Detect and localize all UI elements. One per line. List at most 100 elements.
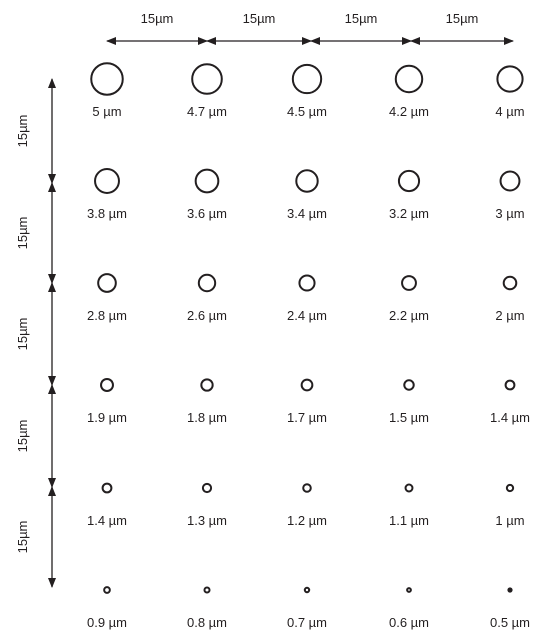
hole-cell: 3 µm (495, 170, 525, 221)
hole-cell: 1.8 µm (187, 378, 227, 425)
vertical-spacing-arrow: 15µm (15, 78, 56, 184)
horizontal-spacing-label: 15µm (446, 11, 479, 26)
hole-cell: 1.4 µm (87, 482, 127, 528)
hole-circle (295, 169, 319, 193)
hole-diameter-label: 3.8 µm (87, 206, 127, 221)
hole-diameter-label: 3 µm (495, 206, 524, 221)
hole-cell: 1.3 µm (187, 482, 227, 528)
hole-cell: 3.4 µm (287, 169, 327, 221)
hole-circle (194, 168, 220, 194)
hole-diameter-label: 2.2 µm (389, 308, 429, 323)
hole-cell: 5 µm (90, 62, 124, 119)
horizontal-spacing-arrow: 15µm (206, 11, 312, 45)
vertical-spacing-arrow: 15µm (15, 282, 56, 386)
hole-cell: 3.8 µm (87, 168, 127, 221)
hole-circle (298, 274, 316, 292)
horizontal-spacing-arrows: 15µm 15µm 15µm 15µm (106, 11, 514, 45)
hole-diameter-label: 4.5 µm (287, 104, 327, 119)
hole-cell: 2.6 µm (187, 273, 227, 323)
hole-circle (502, 275, 518, 291)
hole-circle (197, 273, 217, 293)
hole-circle (403, 379, 415, 391)
hole-diameter-label: 4 µm (495, 104, 524, 119)
horizontal-spacing-label: 15µm (141, 11, 174, 26)
hole-circle (291, 63, 323, 95)
hole-diameter-label: 1.7 µm (287, 410, 327, 425)
hole-cell: 1 µm (495, 483, 525, 528)
hole-circle (200, 378, 214, 392)
hole-circle (499, 170, 521, 192)
hole-diameter-label: 3.2 µm (389, 206, 429, 221)
hole-circle (201, 482, 213, 494)
hole-diameter-label: 1.9 µm (87, 410, 127, 425)
hole-circle (100, 378, 114, 392)
hole-circle (303, 586, 311, 594)
hole-diameter-label: 1 µm (495, 513, 524, 528)
hole-diameter-label: 0.9 µm (87, 615, 127, 630)
hole-diameter-label: 3.6 µm (187, 206, 227, 221)
hole-cell: 1.1 µm (389, 483, 429, 528)
hole-circle (401, 275, 417, 291)
hole-cell: 4.2 µm (389, 64, 429, 119)
hole-cell: 4.5 µm (287, 63, 327, 119)
hole-diameter-label: 1.2 µm (287, 513, 327, 528)
hole-diameter-label: 2.8 µm (87, 308, 127, 323)
vertical-spacing-arrows: 15µm 15µm 15µm 15µm 15µm (15, 78, 56, 588)
hole-diameter-label: 3.4 µm (287, 206, 327, 221)
hole-diameter-label: 1.5 µm (389, 410, 429, 425)
vertical-spacing-label: 15µm (15, 115, 30, 148)
horizontal-spacing-label: 15µm (243, 11, 276, 26)
hole-cell: 1.5 µm (389, 379, 429, 425)
hole-circle (406, 587, 412, 593)
hole-cell: 0.5 µm (490, 587, 530, 630)
vertical-spacing-arrow: 15µm (15, 182, 56, 284)
hole-grid: 5 µm 4.7 µm 4.5 µm 4.2 µm 4 µm 3.8 µm 3.6 µm 3.… (87, 62, 530, 630)
hole-diameter-label: 2.6 µm (187, 308, 227, 323)
hole-circle (203, 586, 211, 594)
horizontal-spacing-arrow: 15µm (106, 11, 208, 45)
hole-diameter-label: 2.4 µm (287, 308, 327, 323)
hole-diameter-label: 5 µm (92, 104, 121, 119)
hole-circle (97, 273, 117, 293)
hole-diameter-label: 4.7 µm (187, 104, 227, 119)
hole-cell: 0.9 µm (87, 586, 127, 630)
hole-circle (103, 586, 111, 594)
hole-circle (496, 65, 524, 93)
vertical-spacing-arrow: 15µm (15, 384, 56, 488)
hole-cell: 0.7 µm (287, 586, 327, 630)
hole-cell: 4.7 µm (187, 63, 227, 119)
hole-diameter-label: 0.7 µm (287, 615, 327, 630)
hole-circle (300, 378, 314, 392)
hole-circle (394, 64, 424, 94)
hole-cell: 2.8 µm (87, 273, 127, 323)
vertical-spacing-label: 15µm (15, 217, 30, 250)
hole-circle (191, 63, 223, 95)
hole-circle (90, 62, 124, 96)
hole-diameter-label: 2 µm (495, 308, 524, 323)
hole-circle (101, 482, 113, 494)
hole-cell: 0.8 µm (187, 586, 227, 630)
hole-diameter-label: 4.2 µm (389, 104, 429, 119)
horizontal-spacing-arrow: 15µm (410, 11, 514, 45)
hole-cell: 2.4 µm (287, 274, 327, 323)
vertical-spacing-label: 15µm (15, 521, 30, 554)
hole-cell: 3.6 µm (187, 168, 227, 221)
hole-diameter-label: 1.4 µm (490, 410, 530, 425)
hole-cell: 1.7 µm (287, 378, 327, 425)
vertical-spacing-arrow: 15µm (15, 486, 56, 588)
hole-diameter-label: 1.3 µm (187, 513, 227, 528)
hole-cell: 1.2 µm (287, 483, 327, 528)
hole-diameter-label: 1.8 µm (187, 410, 227, 425)
hole-cell: 1.9 µm (87, 378, 127, 425)
hole-diameter-label: 0.5 µm (490, 615, 530, 630)
hole-circle (397, 169, 421, 193)
hole-cell: 1.4 µm (490, 379, 530, 425)
hole-circle (504, 379, 516, 391)
hole-cell: 2.2 µm (389, 275, 429, 323)
hole-cell: 2 µm (495, 275, 525, 323)
hole-circle (404, 483, 414, 493)
hole-diameter-label: 0.6 µm (389, 615, 429, 630)
hole-diameter-label: 1.1 µm (389, 513, 429, 528)
